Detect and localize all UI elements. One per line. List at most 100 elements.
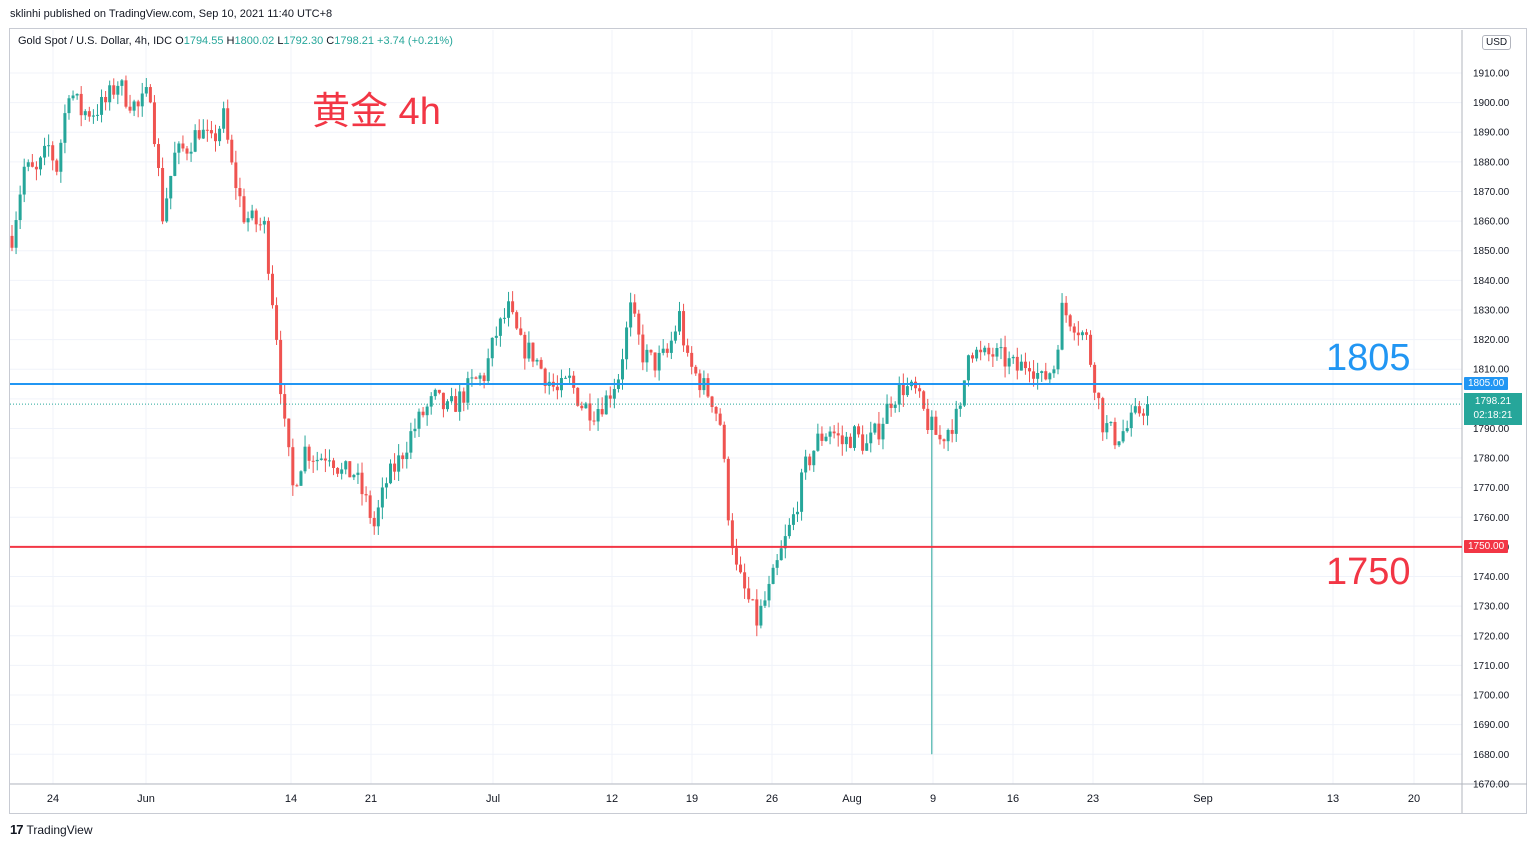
x-tick-label: 9: [930, 793, 936, 805]
candle-body: [519, 328, 523, 335]
candle-body: [987, 347, 991, 355]
candle-body: [494, 335, 498, 338]
candle-body: [205, 129, 209, 131]
tradingview-logo-icon: 17: [10, 822, 24, 837]
resistance-price-tag: 1805.00: [1464, 377, 1509, 390]
y-tick-label: 1850.00: [1473, 246, 1510, 257]
candle-body: [315, 459, 319, 462]
y-tick-label: 1840.00: [1473, 276, 1510, 287]
candle-body: [869, 432, 873, 444]
candle-body: [897, 384, 901, 405]
high-value: 1800.02: [234, 35, 275, 47]
candle-body: [588, 403, 592, 421]
y-tick-label: 1870.00: [1473, 187, 1510, 198]
candle-body: [1133, 406, 1137, 413]
candle-body: [340, 469, 344, 474]
candle-body: [303, 446, 307, 472]
candle-body: [714, 406, 718, 414]
candle-body: [1040, 371, 1044, 374]
candle-body: [885, 403, 889, 424]
candle-body: [108, 85, 112, 103]
candle-body: [218, 128, 222, 142]
candle-body: [104, 96, 108, 103]
candle-body: [612, 388, 616, 399]
candle-body: [743, 572, 747, 589]
candle-body: [848, 436, 852, 448]
candle-body: [433, 389, 437, 397]
candle-body: [482, 375, 486, 382]
candle-body: [962, 380, 966, 406]
candle-body: [393, 463, 397, 472]
candle-body: [828, 431, 832, 437]
tradingview-logo[interactable]: 17 TradingView: [10, 822, 93, 837]
annotation-title: 黄金 4h: [312, 91, 441, 133]
candle-body: [299, 471, 303, 486]
y-tick-label: 1810.00: [1473, 365, 1510, 376]
x-tick-label: 19: [686, 793, 698, 805]
candle-body: [95, 114, 99, 116]
candle-body: [275, 305, 279, 340]
change-value: +3.74 (+0.21%): [377, 35, 453, 47]
y-tick-label: 1880.00: [1473, 157, 1510, 168]
candle-body: [600, 409, 604, 415]
candle-body: [279, 339, 283, 395]
candle-body: [791, 514, 795, 525]
candle-body: [751, 599, 755, 601]
candle-body: [604, 395, 608, 415]
y-tick-label: 1790.00: [1473, 424, 1510, 435]
candle-body: [380, 487, 384, 508]
candle-body: [368, 495, 372, 518]
candle-body: [779, 548, 783, 561]
candle-body: [592, 420, 596, 422]
close-label: C: [326, 35, 335, 47]
candle-body: [226, 108, 230, 140]
candle-body: [787, 524, 791, 537]
candle-body: [100, 96, 104, 115]
candle-body: [311, 460, 315, 462]
y-tick-label: 1900.00: [1473, 98, 1510, 109]
candle-body: [665, 348, 669, 353]
candle-body: [1109, 421, 1113, 424]
y-tick-label: 1890.00: [1473, 128, 1510, 139]
chart-frame: [9, 28, 1527, 814]
candle-body: [474, 377, 478, 379]
candle-body: [307, 446, 311, 461]
candle-body: [71, 95, 75, 99]
high-label: H: [226, 35, 235, 47]
candle-body: [1003, 347, 1007, 367]
candle-body: [979, 349, 983, 353]
candle-body: [991, 354, 995, 357]
candle-body: [222, 108, 226, 129]
candle-body: [1121, 431, 1125, 442]
candle-body: [730, 520, 734, 549]
candle-body: [332, 460, 336, 469]
open-label: O: [175, 35, 184, 47]
candle-body: [873, 423, 877, 433]
candle-body: [128, 106, 132, 111]
candle-body: [507, 301, 511, 318]
candle-body: [258, 224, 262, 226]
support-price-tag: 1750.00: [1464, 540, 1509, 553]
x-tick-label: Sep: [1193, 793, 1213, 805]
candle-body: [836, 433, 840, 436]
candle-body: [462, 391, 466, 403]
ohlc-legend: Gold Spot / U.S. Dollar, 4h, IDC O1794.5…: [18, 35, 453, 47]
candle-body: [1072, 326, 1076, 333]
candle-body: [966, 355, 970, 381]
y-tick-label: 1760.00: [1473, 513, 1510, 524]
low-value: 1792.30: [283, 35, 324, 47]
candle-body: [820, 433, 824, 441]
candle-body: [1028, 368, 1031, 372]
candle-body: [950, 429, 954, 434]
publish-info: sklinhi published on TradingView.com, Se…: [10, 8, 333, 20]
candle-body: [954, 408, 958, 434]
candle-body: [580, 405, 584, 409]
currency-badge[interactable]: USD: [1482, 35, 1512, 50]
candle-body: [926, 408, 930, 430]
candle-body: [83, 111, 87, 116]
candle-body: [564, 377, 568, 379]
x-tick-label: Jul: [486, 793, 500, 805]
candle-body: [677, 311, 681, 332]
low-label: L: [277, 35, 284, 47]
